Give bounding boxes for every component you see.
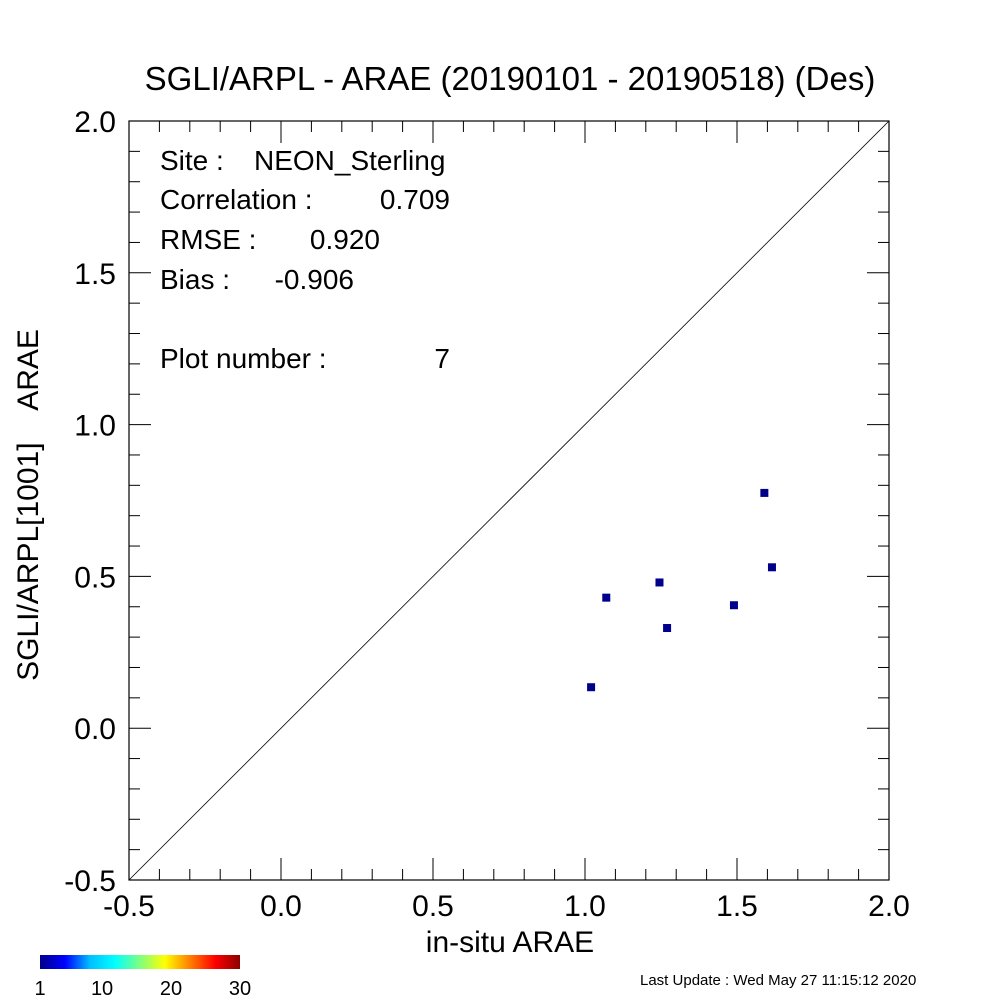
plot-frame (128, 120, 890, 881)
data-point (587, 683, 596, 692)
last-update-text: Last Update : Wed May 27 11:15:12 2020 (640, 972, 916, 989)
y-tick-label: 1.0 (74, 410, 116, 443)
colorbar (40, 955, 240, 969)
x-tick-label: 0.0 (260, 890, 302, 923)
stat-plot-number-value: 7 (434, 343, 450, 374)
colorbar-tick-labels: 1 10 20 30 (34, 978, 251, 1000)
y-tick-label: 1.5 (74, 258, 116, 291)
stat-site-value: NEON_Sterling (254, 145, 445, 176)
stat-rmse-label: RMSE : (160, 224, 256, 255)
data-point (729, 601, 738, 610)
colorbar-tick-label: 30 (229, 978, 251, 1000)
colorbar-tick-label: 1 (34, 978, 45, 1000)
data-point (760, 488, 769, 497)
y-tick-label: -0.5 (64, 865, 116, 898)
stat-correlation-value: 0.709 (380, 184, 450, 215)
data-point (663, 624, 672, 633)
chart-title: SGLI/ARPL - ARAE (20190101 - 20190518) (… (145, 60, 876, 97)
x-tick-label: 1.0 (564, 890, 606, 923)
y-axis-label: SGLI/ARPL[1001] ARAE (12, 329, 45, 681)
data-point (767, 563, 776, 572)
stats-block: Site : NEON_Sterling Correlation : 0.709… (160, 145, 450, 374)
stat-bias-value: -0.906 (275, 264, 354, 295)
stat-rmse-value: 0.920 (310, 224, 380, 255)
colorbar-tick-label: 10 (91, 978, 113, 1000)
stat-bias-label: Bias : (160, 264, 230, 295)
data-point (602, 593, 611, 602)
axis-tick-labels: -0.5 0.0 0.5 1.0 1.5 2.0 -0.5 0.0 0.5 1.0 1.5 2.0 (64, 106, 910, 923)
one-to-one-line (128, 120, 890, 881)
data-points (587, 488, 776, 692)
x-tick-label: 2.0 (868, 890, 910, 923)
x-tick-label: 1.5 (716, 890, 758, 923)
y-tick-label: 0.0 (74, 713, 116, 746)
stat-correlation-label: Correlation : (160, 184, 313, 215)
data-point (655, 578, 664, 587)
y-tick-label: 0.5 (74, 561, 116, 594)
x-tick-label: -0.5 (103, 890, 155, 923)
stat-site-label: Site : (160, 145, 224, 176)
stat-plot-number-label: Plot number : (160, 343, 327, 374)
colorbar-tick-label: 20 (160, 978, 182, 1000)
x-tick-label: 0.5 (412, 890, 454, 923)
x-axis-label: in-situ ARAE (426, 926, 594, 959)
y-tick-label: 2.0 (74, 106, 116, 139)
